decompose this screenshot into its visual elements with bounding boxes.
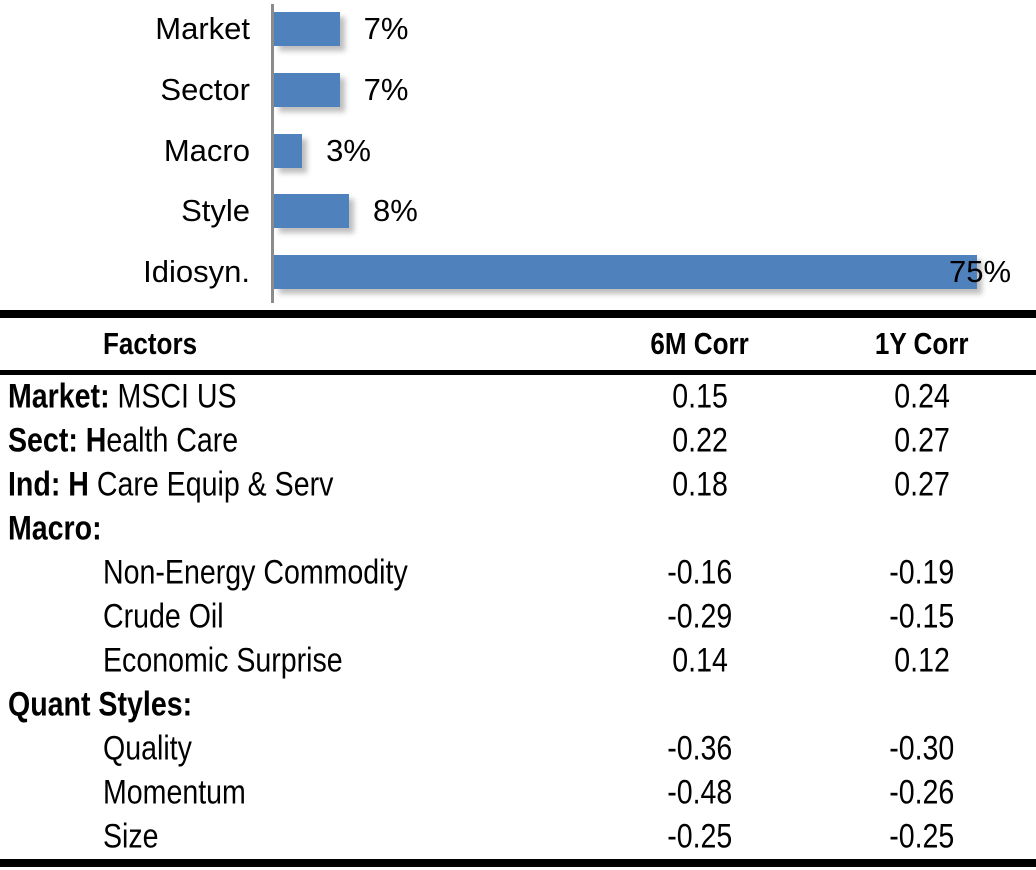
table-row: Macro: — [0, 507, 1036, 551]
row-label: Economic Surprise — [103, 641, 343, 680]
table-row: Quality -0.36 -0.30 — [0, 727, 1036, 771]
factors-table-body: Market: MSCI US 0.15 0.24 Sect: Health Care… — [0, 375, 1036, 859]
cell-1y-corr: -0.19 — [889, 553, 955, 592]
cell-6m-corr: 0.14 — [672, 641, 728, 680]
cell-1y-corr: 0.12 — [894, 641, 950, 680]
bar-value-macro: 3% — [326, 132, 371, 168]
cell-6m-corr: -0.25 — [667, 817, 733, 856]
bar-macro — [274, 133, 303, 168]
category-label-market: Market — [155, 11, 250, 46]
table-bottom-rule — [0, 859, 1036, 867]
col-header-1y-corr: 1Y Corr — [875, 326, 969, 361]
row-label: Sect: Health Care — [8, 421, 239, 460]
cell-1y-corr: 0.27 — [894, 421, 950, 460]
row-label: Macro: — [8, 509, 102, 548]
cell-6m-corr: -0.29 — [667, 597, 733, 636]
cell-6m-corr: 0.15 — [672, 377, 728, 416]
table-row: Quant Styles: — [0, 683, 1036, 727]
bar-value-style: 8% — [372, 193, 418, 229]
cell-6m-corr: 0.22 — [672, 421, 728, 460]
cell-1y-corr: -0.26 — [889, 773, 955, 812]
table-top-rule — [0, 310, 1036, 318]
bar-value-market: 7% — [363, 11, 409, 46]
bar-sector — [274, 72, 340, 107]
row-label: Quality — [103, 729, 192, 768]
category-label-sector: Sector — [160, 71, 250, 107]
row-label: Quant Styles: — [8, 685, 193, 724]
cell-1y-corr: 0.27 — [894, 465, 950, 504]
factor-risk-chart: Market 7% Sector 7% Macro 3% Style 8% Idiosyn. 75… — [0, 0, 1036, 308]
table-row: Economic Surprise 0.14 0.12 — [0, 639, 1036, 683]
cell-6m-corr: -0.36 — [667, 729, 733, 768]
bar-value-sector: 7% — [363, 71, 409, 107]
row-label: Crude Oil — [103, 597, 224, 636]
category-label-style: Style — [181, 193, 250, 229]
bar-idiosyn — [274, 255, 977, 289]
cell-6m-corr: -0.16 — [667, 553, 733, 592]
table-row: Momentum -0.48 -0.26 — [0, 771, 1036, 815]
category-label-macro: Macro — [163, 132, 250, 168]
row-label: Size — [103, 817, 159, 856]
row-label: Ind: H Care Equip & Serv — [8, 465, 334, 504]
cell-1y-corr: 0.24 — [894, 377, 950, 416]
col-header-factors: Factors — [103, 326, 198, 361]
table-row: Crude Oil -0.29 -0.15 — [0, 595, 1036, 639]
table-row: Market: MSCI US 0.15 0.24 — [0, 375, 1036, 419]
table-row: Sect: Health Care 0.22 0.27 — [0, 419, 1036, 463]
col-header-6m-corr: 6M Corr — [650, 326, 750, 361]
cell-6m-corr: -0.48 — [667, 773, 733, 812]
table-row: Non-Energy Commodity -0.16 -0.19 — [0, 551, 1036, 595]
chart-axis-line — [271, 4, 274, 303]
table-row: Size -0.25 -0.25 — [0, 815, 1036, 859]
bar-market — [274, 12, 340, 46]
row-label: Market: MSCI US — [8, 377, 237, 416]
cell-6m-corr: 0.18 — [672, 465, 728, 504]
table-row: Ind: H Care Equip & Serv 0.18 0.27 — [0, 463, 1036, 507]
row-label: Non-Energy Commodity — [103, 553, 408, 592]
cell-1y-corr: -0.25 — [889, 817, 955, 856]
cell-1y-corr: -0.15 — [889, 597, 955, 636]
bar-style — [274, 194, 349, 229]
category-label-idiosyn: Idiosyn. — [143, 254, 250, 289]
bar-value-idiosyn: 75% — [948, 254, 1012, 289]
cell-1y-corr: -0.30 — [889, 729, 955, 768]
header-separator-rule — [0, 370, 1036, 375]
row-label: Momentum — [103, 773, 246, 812]
